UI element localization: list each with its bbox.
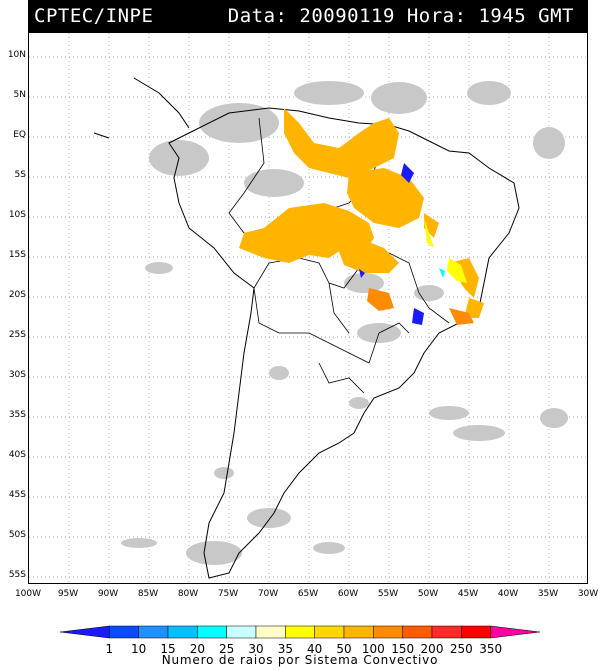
legend-value: 30: [248, 642, 264, 656]
lat-label: 50S: [8, 530, 26, 540]
legend-value: 200: [420, 642, 444, 656]
legend-value: 35: [277, 642, 293, 656]
map-frame[interactable]: [28, 32, 588, 584]
legend-value: 100: [361, 642, 385, 656]
source-label: CPTEC/INPE: [34, 5, 154, 27]
legend-value: 15: [160, 642, 176, 656]
legend-swatch: [226, 625, 257, 639]
lat-label: 10S: [8, 210, 26, 220]
legend-value: 250: [449, 642, 473, 656]
graticule: [29, 33, 587, 583]
cloud-cover: [121, 81, 568, 565]
legend-swatch: [431, 625, 462, 639]
legend-swatch: [490, 625, 541, 639]
coastline: [93, 77, 520, 579]
lat-label: 40S: [8, 450, 26, 460]
map-header: CPTEC/INPE Data: 20090119 Hora: 1945 GMT: [28, 0, 588, 32]
legend-value: 40: [307, 642, 323, 656]
legend-swatch: [314, 625, 345, 639]
lon-label: 80W: [177, 589, 199, 599]
lat-label: 5S: [14, 170, 26, 180]
legend-value: 1: [105, 642, 114, 656]
map-canvas[interactable]: [29, 33, 588, 584]
lon-label: 85W: [137, 589, 159, 599]
lon-label: 40W: [497, 589, 519, 599]
lat-label: 30S: [8, 370, 26, 380]
convective-systems: [239, 108, 484, 325]
legend-title: Numero de raios por Sistema Convectivo: [161, 653, 439, 667]
lat-label: 35S: [8, 410, 26, 420]
legend-swatch: [255, 625, 286, 639]
legend-swatch: [402, 625, 433, 639]
lon-label: 35W: [537, 589, 559, 599]
legend-value: 10: [131, 642, 147, 656]
lon-label: 95W: [57, 589, 79, 599]
legend-swatch: [285, 625, 315, 639]
legend-swatch: [167, 625, 198, 639]
lon-label: 60W: [337, 589, 359, 599]
lon-label: 100W: [14, 589, 42, 599]
lon-label: 75W: [217, 589, 239, 599]
legend-value: 150: [391, 642, 415, 656]
lat-label: 10N: [7, 50, 26, 60]
lon-label: 30W: [577, 589, 599, 599]
lat-label: EQ: [13, 130, 26, 140]
legend-value: 50: [336, 642, 352, 656]
datetime-label: Data: 20090119 Hora: 1945 GMT: [227, 5, 574, 27]
lon-label: 70W: [257, 589, 279, 599]
lat-label: 55S: [8, 570, 26, 580]
lon-label: 55W: [377, 589, 399, 599]
lon-label: 65W: [297, 589, 319, 599]
legend-swatch: [461, 625, 491, 639]
lon-label: 45W: [457, 589, 479, 599]
lat-label: 5N: [13, 90, 26, 100]
lat-label: 15S: [8, 250, 26, 260]
legend-swatch: [59, 625, 110, 639]
lat-label: 25S: [8, 330, 26, 340]
legend-value: 25: [219, 642, 235, 656]
legend-swatch: [138, 625, 169, 639]
legend-swatch: [197, 625, 227, 639]
legend-value: 350: [479, 642, 503, 656]
legend-colorbar: [59, 625, 541, 639]
legend-swatch: [373, 625, 403, 639]
lon-label: 90W: [97, 589, 119, 599]
legend-value: 20: [189, 642, 205, 656]
legend-swatch: [343, 625, 374, 639]
lat-label: 20S: [8, 290, 26, 300]
legend-swatch: [109, 625, 139, 639]
lat-label: 45S: [8, 490, 26, 500]
lon-label: 50W: [417, 589, 439, 599]
